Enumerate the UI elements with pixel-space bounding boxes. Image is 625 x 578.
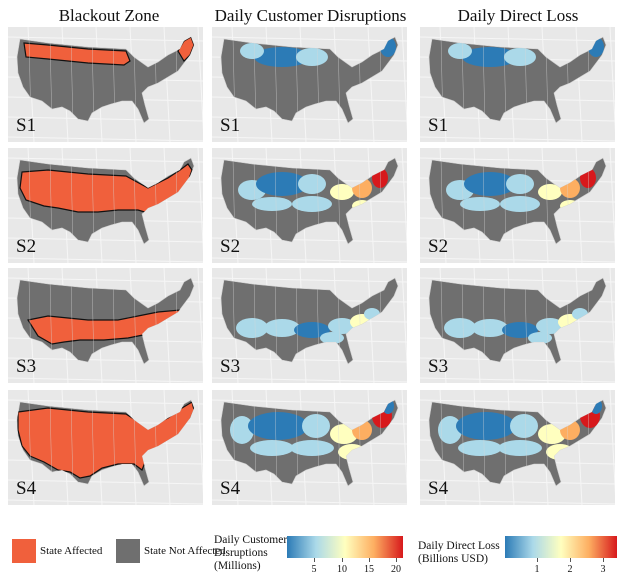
disruptions-legend-title: Daily Customer Disruptions (Millions) — [214, 534, 288, 572]
heat-region — [590, 400, 602, 414]
tick-mark — [369, 558, 370, 562]
heat-region — [302, 414, 330, 438]
column-title-blackout-zone: Blackout Zone — [58, 6, 160, 25]
scenario-label: S4 — [428, 478, 449, 499]
loss-map-s3: S3 — [420, 268, 615, 383]
heat-region — [294, 322, 330, 338]
scenario-label: S1 — [220, 115, 241, 136]
heat-region — [236, 318, 268, 338]
loss-colorbar — [505, 536, 617, 558]
heat-region — [296, 48, 328, 66]
blackout-map-s1: S1 — [8, 27, 203, 142]
blackout-map-s4: S4 — [8, 390, 203, 505]
loss-legend-title: Daily Direct Loss (Billions USD) — [418, 540, 500, 565]
disruptions-map-s3: S3 — [212, 268, 407, 383]
heat-region — [456, 412, 516, 440]
heat-region — [252, 197, 292, 211]
heat-region — [498, 440, 542, 456]
heat-region — [230, 416, 254, 444]
heat-region — [264, 319, 300, 337]
scenario-label: S3 — [428, 356, 449, 377]
heat-region — [298, 174, 326, 194]
tick-label: 2 — [567, 564, 573, 575]
heat-region — [504, 48, 536, 66]
heat-region — [536, 318, 564, 334]
heat-region — [290, 440, 334, 456]
heat-region — [500, 196, 540, 212]
heat-region — [372, 168, 388, 188]
scenario-label: S2 — [16, 236, 37, 257]
loss-map-s1: S1 — [420, 27, 615, 142]
heat-region — [538, 184, 562, 200]
heat-region — [464, 172, 516, 196]
us-landmass — [220, 277, 399, 365]
state-affected-label: State Affected — [40, 545, 103, 557]
tick-mark — [537, 558, 538, 562]
tick-mark — [342, 558, 343, 562]
heat-region — [460, 197, 500, 211]
heat-region — [328, 318, 356, 334]
scenario-label: S4 — [220, 478, 241, 499]
scenario-label: S1 — [428, 115, 449, 136]
column-title-daily-direct-loss: Daily Direct Loss — [457, 6, 579, 25]
loss-map-s2: S2 — [420, 148, 615, 263]
heat-region — [254, 47, 310, 67]
tick-label: 15 — [364, 564, 374, 575]
heat-region — [510, 414, 538, 438]
heat-region — [458, 440, 502, 456]
disruptions-map-s2: S2 — [212, 148, 407, 263]
tick-mark — [396, 558, 397, 562]
state-not-affected-label: State Not Affected — [144, 545, 226, 557]
heat-region — [462, 47, 518, 67]
tick-label: 1 — [534, 564, 540, 575]
tick-label: 5 — [311, 564, 317, 575]
state-not-affected-swatch — [116, 539, 140, 563]
heat-region — [560, 200, 580, 212]
heat-region — [506, 174, 534, 194]
heat-region — [256, 172, 308, 196]
heat-region — [320, 332, 344, 344]
tick-label: 3 — [600, 564, 606, 575]
heat-region — [382, 400, 394, 414]
loss-map-s4: S4 — [420, 390, 615, 505]
tick-mark — [603, 558, 604, 562]
heat-region — [448, 43, 472, 59]
affected-region — [177, 37, 194, 62]
state-affected-swatch — [12, 539, 36, 563]
heat-region — [292, 196, 332, 212]
heat-region — [502, 322, 538, 338]
us-landmass — [428, 277, 607, 365]
disruptions-map-s1: S1 — [212, 27, 407, 142]
heat-region — [352, 200, 372, 212]
tick-mark — [314, 558, 315, 562]
heat-region — [580, 168, 596, 188]
tick-mark — [570, 558, 571, 562]
disruptions-map-s4: S4 — [212, 390, 407, 505]
heat-region — [528, 332, 552, 344]
scenario-label: S4 — [16, 478, 37, 499]
heat-region — [248, 412, 308, 440]
scenario-label: S3 — [220, 356, 241, 377]
blackout-map-s3: S3 — [8, 268, 203, 383]
blackout-map-s2: S2 — [8, 148, 203, 263]
heat-region — [438, 416, 462, 444]
disruptions-colorbar — [287, 536, 403, 558]
scenario-label: S3 — [16, 356, 37, 377]
heat-region — [444, 318, 476, 338]
scenario-label: S2 — [220, 236, 241, 257]
column-title-daily-customer-disruptions: Daily Customer Disruptions — [214, 6, 407, 25]
heat-region — [240, 43, 264, 59]
heat-region — [330, 184, 354, 200]
tick-label: 20 — [391, 564, 401, 575]
scenario-label: S1 — [16, 115, 37, 136]
tick-label: 10 — [337, 564, 347, 575]
heat-region — [472, 319, 508, 337]
scenario-label: S2 — [428, 236, 449, 257]
heat-region — [250, 440, 294, 456]
